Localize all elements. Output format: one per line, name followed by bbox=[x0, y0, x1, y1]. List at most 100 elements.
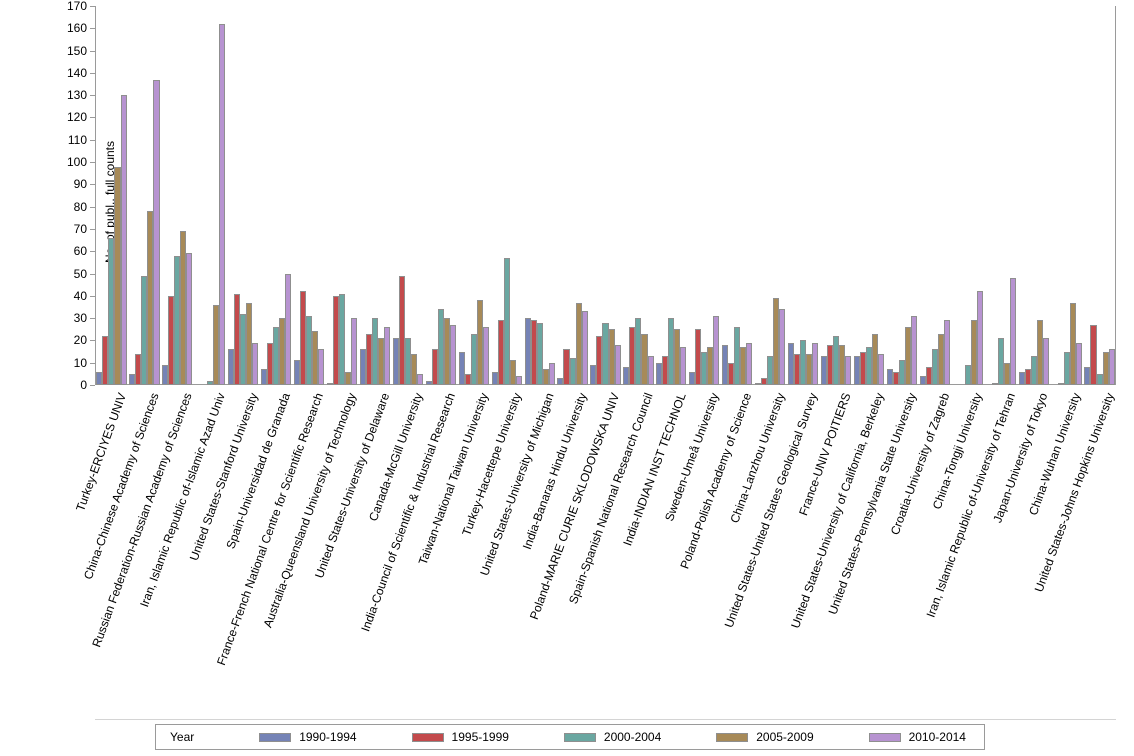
bar bbox=[937, 333, 944, 385]
bar bbox=[728, 362, 735, 385]
y-tick-mark bbox=[90, 6, 95, 7]
bar bbox=[1042, 338, 1049, 385]
bar bbox=[168, 295, 175, 385]
bar bbox=[812, 342, 819, 385]
bar bbox=[359, 349, 366, 385]
bar bbox=[623, 367, 630, 385]
bar bbox=[931, 349, 938, 385]
bar bbox=[833, 335, 840, 385]
y-tick-mark bbox=[90, 340, 95, 342]
bar bbox=[1036, 320, 1043, 385]
bar bbox=[524, 318, 531, 385]
bar bbox=[431, 349, 438, 385]
bar bbox=[437, 309, 444, 385]
bar bbox=[602, 322, 609, 385]
y-tick-mark bbox=[90, 206, 95, 208]
y-tick-mark bbox=[90, 251, 95, 253]
bar bbox=[839, 344, 846, 385]
bar bbox=[318, 349, 325, 385]
y-tick-label: 70 bbox=[73, 221, 87, 236]
bar bbox=[96, 371, 103, 385]
bar bbox=[647, 356, 654, 385]
y-tick-mark bbox=[90, 50, 95, 52]
bar bbox=[925, 367, 932, 385]
legend-label: 2000-2004 bbox=[603, 730, 662, 744]
y-tick-mark bbox=[90, 184, 95, 186]
bar bbox=[365, 333, 372, 385]
legend-swatch bbox=[868, 732, 901, 742]
bar bbox=[515, 376, 522, 385]
bar bbox=[1108, 349, 1115, 385]
bar bbox=[826, 344, 834, 385]
bar bbox=[943, 320, 950, 385]
bar bbox=[767, 356, 774, 385]
y-tick-mark bbox=[90, 95, 95, 97]
legend-label: 2010-2014 bbox=[908, 730, 966, 744]
legend-swatch bbox=[716, 732, 749, 742]
bar bbox=[614, 344, 621, 385]
y-tick-label: 0 bbox=[80, 378, 87, 392]
bar bbox=[707, 347, 714, 385]
y-tick-label: 10 bbox=[73, 355, 87, 370]
bar bbox=[392, 338, 399, 385]
bar bbox=[755, 382, 762, 385]
bar bbox=[761, 378, 768, 385]
y-tick-label: 140 bbox=[66, 65, 87, 80]
legend-item: 1995-1999 bbox=[357, 730, 509, 744]
bar bbox=[865, 347, 872, 385]
bar bbox=[267, 342, 274, 385]
y-tick-label: 110 bbox=[67, 132, 87, 147]
bar bbox=[279, 318, 286, 385]
y-tick-label: 170 bbox=[66, 0, 87, 13]
bar bbox=[722, 344, 729, 385]
bar bbox=[886, 369, 893, 385]
y-tick-mark bbox=[90, 228, 95, 230]
bar bbox=[162, 364, 169, 385]
bar bbox=[186, 253, 193, 385]
legend-label: 1995-1999 bbox=[451, 730, 509, 744]
y-tick-mark bbox=[90, 318, 95, 320]
bar bbox=[1069, 302, 1076, 385]
bar bbox=[240, 313, 247, 385]
bar bbox=[108, 237, 115, 385]
y-tick-mark bbox=[90, 139, 95, 141]
bar bbox=[443, 318, 450, 385]
bar bbox=[542, 369, 549, 385]
y-tick-label: 50 bbox=[73, 266, 87, 281]
bar bbox=[563, 349, 570, 385]
bar bbox=[293, 360, 300, 385]
bar bbox=[371, 318, 378, 385]
bar bbox=[377, 338, 385, 385]
bar bbox=[338, 293, 346, 385]
bar bbox=[536, 322, 543, 385]
legend-item: 2000-2004 bbox=[509, 730, 661, 744]
bar bbox=[662, 356, 669, 385]
bar bbox=[910, 315, 918, 385]
bar bbox=[1090, 324, 1097, 385]
bar bbox=[213, 304, 220, 385]
bar bbox=[476, 300, 483, 385]
bar bbox=[1096, 373, 1103, 385]
bar bbox=[680, 347, 687, 385]
legend-item: 2005-2009 bbox=[661, 730, 814, 744]
bar bbox=[482, 327, 489, 385]
bar bbox=[470, 333, 477, 385]
y-tick-label: 40 bbox=[73, 288, 87, 303]
bar bbox=[147, 211, 154, 385]
bar bbox=[261, 369, 268, 385]
y-tick-mark bbox=[90, 385, 95, 386]
bar bbox=[892, 371, 899, 385]
bar bbox=[794, 353, 801, 385]
y-tick-mark bbox=[90, 162, 95, 164]
bar bbox=[773, 298, 780, 385]
bar bbox=[997, 338, 1004, 385]
legend-swatch bbox=[411, 732, 444, 742]
y-tick-label: 60 bbox=[73, 244, 87, 259]
bar bbox=[129, 373, 136, 385]
bar bbox=[228, 349, 235, 385]
bar bbox=[1057, 382, 1064, 385]
bar bbox=[970, 320, 977, 385]
y-tick-label: 90 bbox=[73, 177, 87, 192]
bar bbox=[964, 364, 971, 385]
bar bbox=[300, 291, 307, 385]
